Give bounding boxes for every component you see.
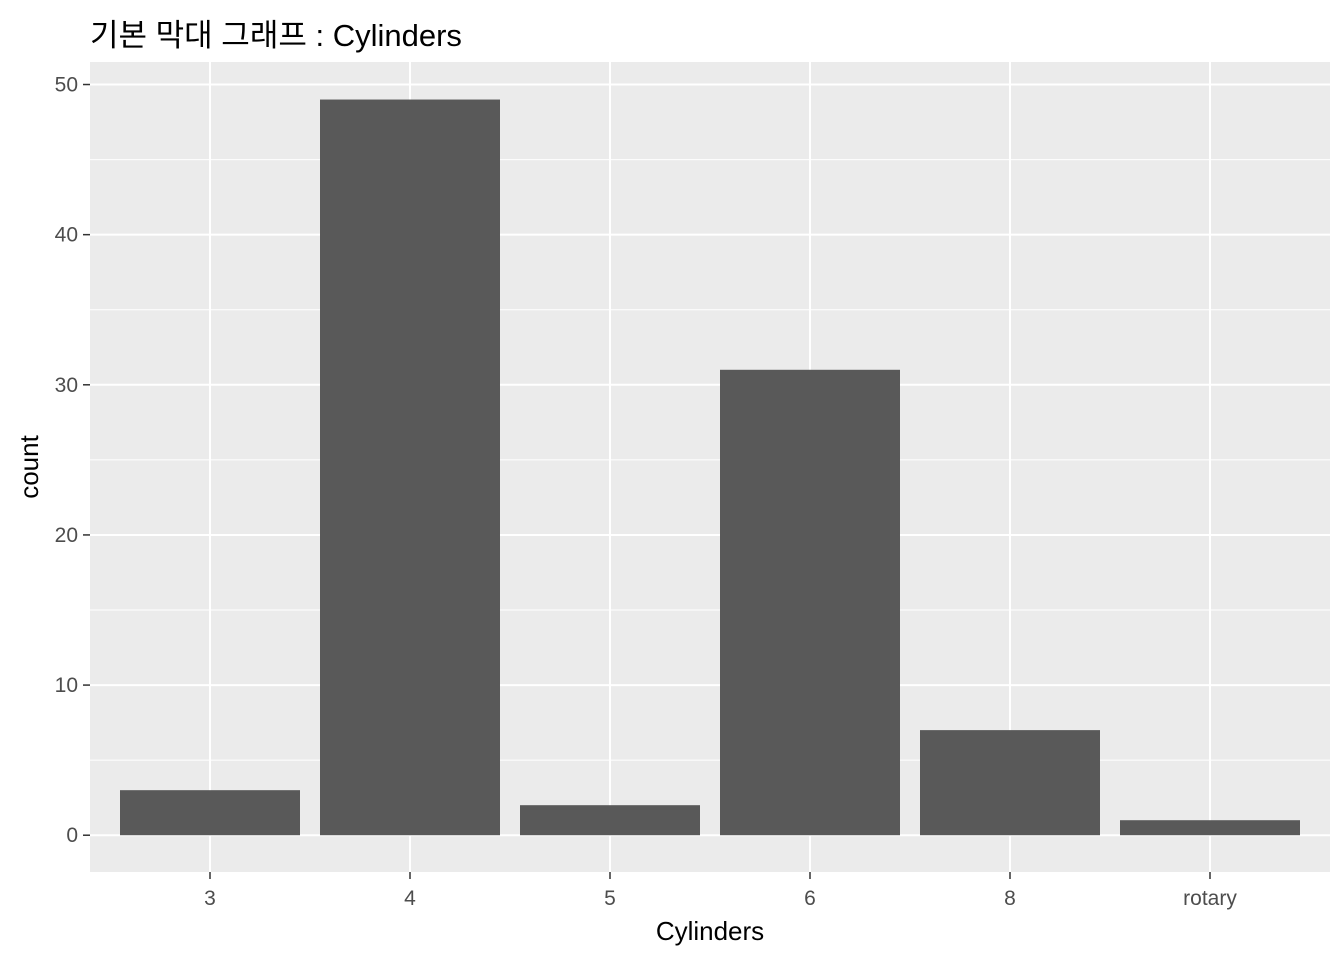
bar-3 <box>120 790 300 836</box>
x-axis-title: Cylinders <box>656 916 764 946</box>
y-axis-title: count <box>14 434 44 498</box>
bar-6 <box>720 369 900 836</box>
x-tick-label: rotary <box>1183 887 1237 910</box>
bar-5 <box>520 805 700 836</box>
x-tick-label: 5 <box>604 887 616 910</box>
y-tick-label: 20 <box>55 524 78 547</box>
bar-4 <box>320 99 500 836</box>
chart-title: 기본 막대 그래프 : Cylinders <box>90 18 462 53</box>
y-tick-label: 40 <box>55 224 78 247</box>
y-tick-label: 0 <box>66 824 78 847</box>
y-tick-label: 10 <box>55 674 78 697</box>
x-tick-label: 4 <box>404 887 416 910</box>
y-tick-label: 30 <box>55 374 78 397</box>
plot-panel <box>90 62 1330 872</box>
y-tick-label: 50 <box>55 74 78 97</box>
x-tick-label: 6 <box>804 887 816 910</box>
bar-rotary <box>1120 820 1300 836</box>
x-tick-label: 8 <box>1004 887 1016 910</box>
x-tick-label: 3 <box>204 887 216 910</box>
bar-8 <box>920 730 1100 836</box>
